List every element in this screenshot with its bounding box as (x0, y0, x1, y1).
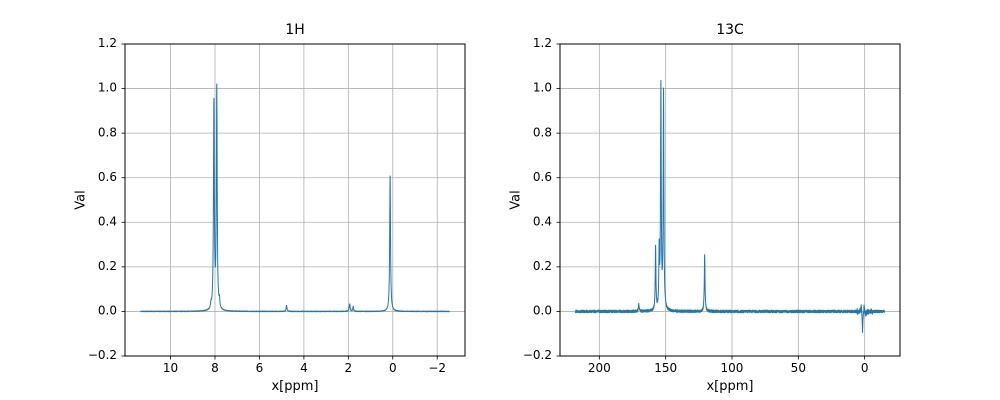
y-axis-label-1h: Val (73, 190, 89, 210)
y-axis-label-13c: Val (508, 190, 524, 210)
plot-title-13c: 13C (716, 22, 744, 38)
plot-title-1h: 1H (285, 22, 305, 38)
x-axis-label-13c: x[ppm] (706, 379, 754, 394)
x-axis-label-1h: x[ppm] (271, 379, 319, 394)
